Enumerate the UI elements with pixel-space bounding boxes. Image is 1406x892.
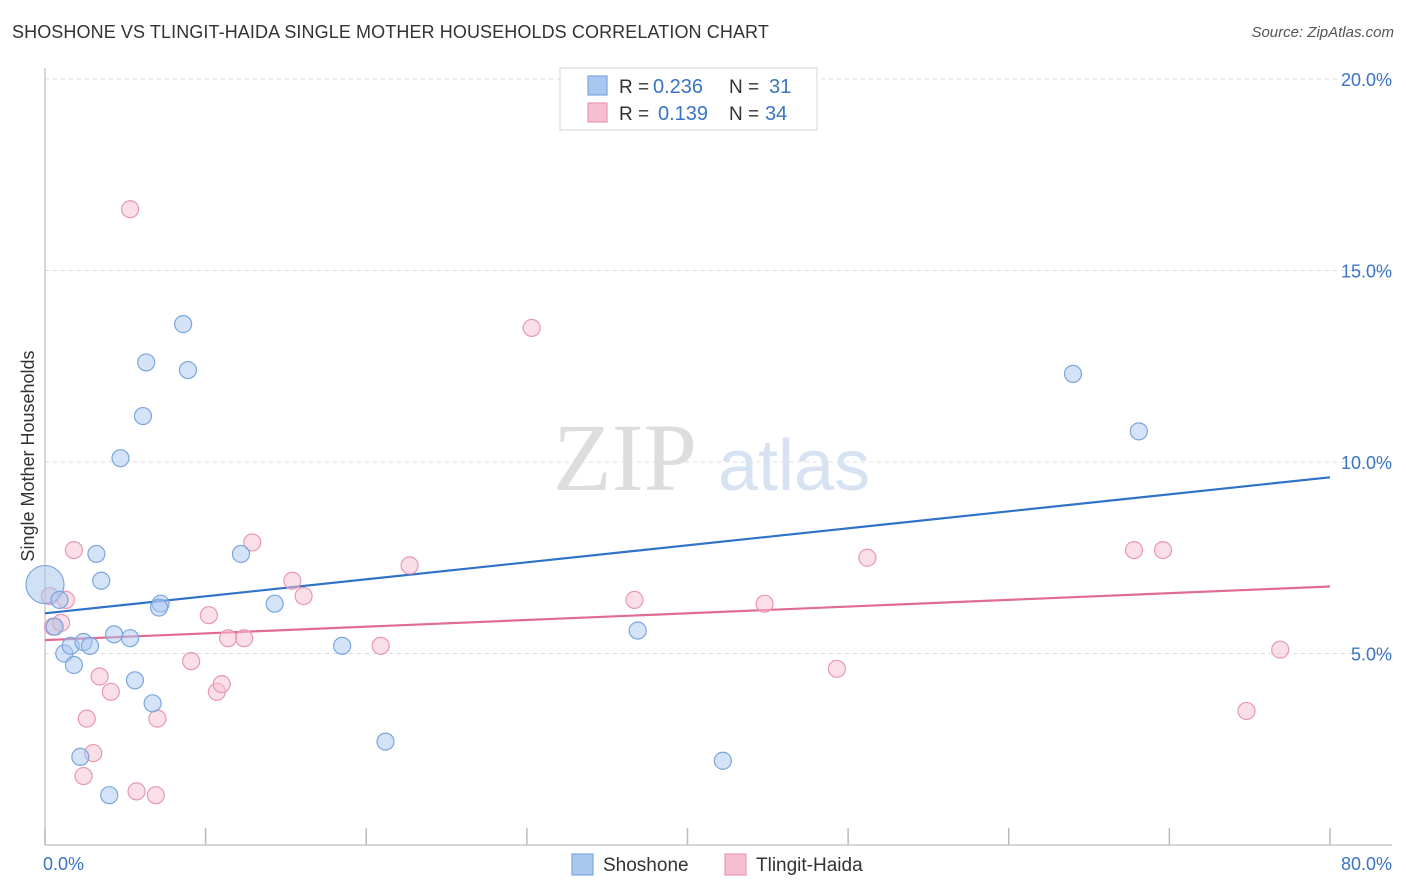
data-points <box>25 200 1290 805</box>
legend-n-label-tlingit-haida: N = <box>729 104 759 125</box>
point-shoshone <box>174 315 193 334</box>
trend-lines <box>44 476 1331 642</box>
legend-swatch-tlingit-haida <box>587 102 608 123</box>
point-tlingit-haida <box>148 709 167 728</box>
point-tlingit-haida <box>121 200 140 219</box>
legend-r-label-tlingit-haida: R = <box>619 104 649 125</box>
point-shoshone <box>143 694 162 713</box>
point-shoshone <box>133 406 153 426</box>
point-shoshone <box>376 732 395 751</box>
point-tlingit-haida <box>243 533 262 552</box>
x-tick-label-max: 80.0% <box>1341 854 1392 874</box>
trend-line-shoshone <box>44 476 1331 615</box>
point-shoshone <box>121 629 140 648</box>
point-tlingit-haida <box>235 629 254 648</box>
point-shoshone <box>333 636 352 655</box>
point-tlingit-haida <box>101 682 120 701</box>
point-shoshone <box>87 544 106 564</box>
point-shoshone <box>45 617 64 636</box>
point-tlingit-haida <box>182 652 201 671</box>
point-tlingit-haida <box>90 667 109 686</box>
point-tlingit-haida <box>827 659 846 678</box>
point-shoshone <box>50 590 69 609</box>
point-shoshone <box>231 544 251 564</box>
point-shoshone <box>92 571 111 590</box>
x-ticks <box>44 828 1331 845</box>
legend-n-value-shoshone: 31 <box>769 76 791 98</box>
point-tlingit-haida <box>77 709 96 728</box>
point-shoshone <box>1063 364 1083 384</box>
axes <box>44 68 1392 846</box>
point-shoshone <box>80 636 100 655</box>
legend-swatch-shoshone <box>587 75 608 96</box>
point-tlingit-haida <box>1271 640 1290 659</box>
y-tick-label: 10.0% <box>1341 453 1392 473</box>
bottom-legend: Shoshone Tlingit-Haida <box>571 853 863 876</box>
bottom-legend-swatch-tlingit-haida <box>724 853 747 876</box>
trend-line-tlingit-haida <box>44 585 1331 642</box>
legend-r-value-shoshone: 0.236 <box>653 76 703 98</box>
point-shoshone <box>111 449 130 468</box>
point-shoshone <box>628 621 647 640</box>
chart-source: Source: ZipAtlas.com <box>1251 24 1394 41</box>
point-tlingit-haida <box>858 548 877 567</box>
legend-n-label-shoshone: N = <box>729 77 759 98</box>
point-tlingit-haida <box>1124 540 1144 560</box>
watermark-zip: ZIP <box>553 404 697 511</box>
y-tick-label: 20.0% <box>1341 70 1392 90</box>
point-shoshone <box>1129 422 1148 441</box>
gridlines <box>45 78 1392 654</box>
point-tlingit-haida <box>400 556 419 575</box>
legend-r-value-tlingit-haida: 0.139 <box>658 103 708 125</box>
point-tlingit-haida <box>146 786 165 805</box>
watermark-atlas: atlas <box>718 426 870 506</box>
y-axis-title: Single Mother Households <box>18 350 38 561</box>
y-tick-labels: 5.0% 10.0% 15.0% 20.0% <box>1341 70 1392 665</box>
top-legend: R = 0.236 N = 31 R = 0.139 N = 34 <box>559 67 818 131</box>
legend-r-label-shoshone: R = <box>619 77 649 98</box>
point-tlingit-haida <box>294 586 313 606</box>
point-tlingit-haida <box>522 318 541 338</box>
bottom-legend-swatch-shoshone <box>571 853 594 876</box>
watermark: ZIP atlas <box>553 404 870 511</box>
legend-n-value-tlingit-haida: 34 <box>765 103 787 125</box>
point-shoshone <box>137 353 156 372</box>
point-shoshone <box>104 625 124 644</box>
y-tick-label: 5.0% <box>1351 645 1392 665</box>
point-shoshone <box>265 594 284 613</box>
bottom-legend-label-tlingit-haida: Tlingit-Haida <box>756 855 863 876</box>
point-tlingit-haida <box>64 540 84 560</box>
y-tick-label: 15.0% <box>1341 262 1392 282</box>
point-tlingit-haida <box>755 594 774 613</box>
chart-title: SHOSHONE VS TLINGIT-HAIDA SINGLE MOTHER … <box>12 22 769 42</box>
point-shoshone <box>178 360 198 380</box>
point-tlingit-haida <box>127 782 146 801</box>
point-tlingit-haida <box>199 606 218 625</box>
x-tick-label-min: 0.0% <box>43 854 84 874</box>
point-tlingit-haida <box>1153 540 1173 560</box>
point-shoshone <box>64 655 84 675</box>
point-shoshone <box>713 751 732 770</box>
point-shoshone <box>149 598 169 617</box>
point-tlingit-haida <box>625 590 644 609</box>
point-tlingit-haida <box>74 766 93 786</box>
point-shoshone <box>100 786 119 805</box>
point-tlingit-haida <box>1237 701 1256 721</box>
point-tlingit-haida <box>371 636 390 655</box>
point-shoshone <box>125 671 145 690</box>
point-tlingit-haida <box>283 571 302 590</box>
point-tlingit-haida <box>219 629 238 648</box>
point-shoshone <box>71 747 90 767</box>
bottom-legend-label-shoshone: Shoshone <box>603 855 689 876</box>
point-tlingit-haida <box>212 675 231 694</box>
